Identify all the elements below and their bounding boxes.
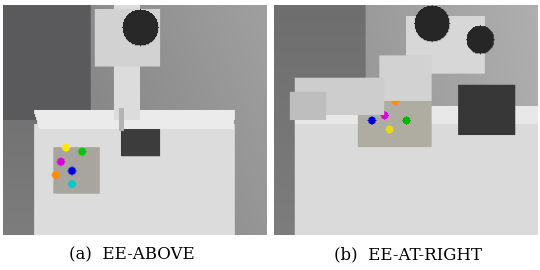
Text: (b)  EE-AT-RIGHT: (b) EE-AT-RIGHT xyxy=(334,247,482,264)
Text: (a)  EE-ABOVE: (a) EE-ABOVE xyxy=(70,247,195,264)
